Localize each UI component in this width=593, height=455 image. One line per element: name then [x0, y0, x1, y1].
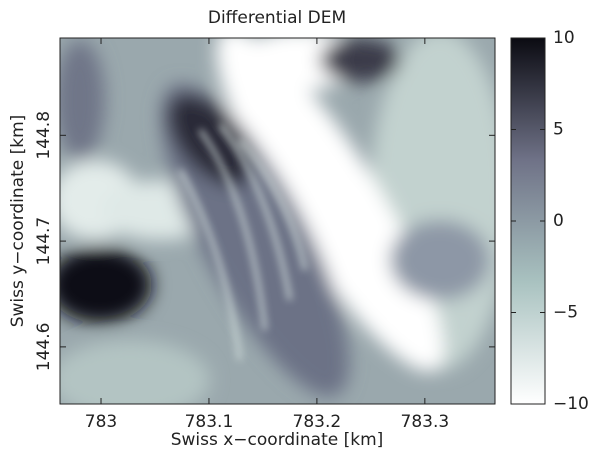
plot-frame	[59, 37, 496, 405]
colorbar-tick-label: −5	[553, 303, 578, 323]
x-tick-label: 783.1	[185, 412, 234, 432]
chart-title: Differential DEM	[208, 8, 346, 28]
y-tick-label: 144.6	[34, 323, 54, 372]
x-tick-label: 783.2	[293, 412, 342, 432]
colorbar-tick-label: 5	[553, 120, 564, 140]
heatmap-image	[60, 38, 495, 404]
x-tick-label: 783.3	[401, 412, 450, 432]
colorbar-tick-label: 10	[553, 28, 575, 48]
x-tick-label: 783	[85, 412, 117, 432]
colorbar-tick-label: −10	[553, 394, 589, 414]
y-axis-label: Swiss y−coordinate [km]	[8, 115, 28, 328]
colorbar-tick-label: 0	[553, 211, 564, 231]
colorbar	[510, 37, 546, 405]
y-tick-label: 144.8	[34, 111, 54, 160]
x-axis-label: Swiss x−coordinate [km]	[171, 430, 384, 450]
y-tick-label: 144.7	[34, 217, 54, 266]
